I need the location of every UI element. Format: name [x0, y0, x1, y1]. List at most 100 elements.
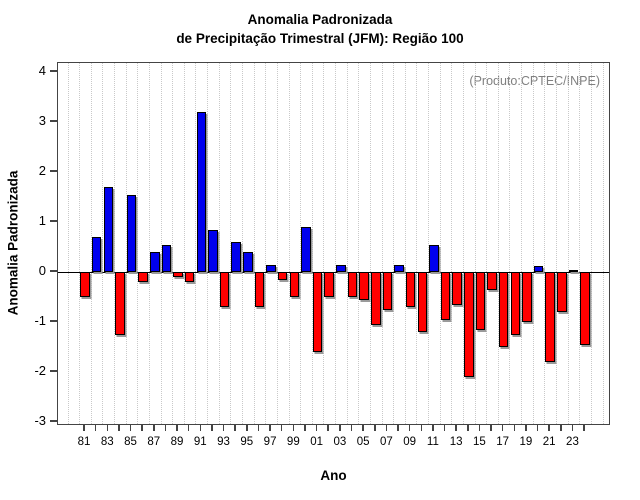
x-tick-label: 17 [496, 436, 510, 448]
x-tick-label: 15 [473, 436, 486, 448]
gridline [358, 63, 360, 424]
bar-2009 [405, 272, 416, 307]
x-tick [327, 425, 329, 431]
x-tick [571, 425, 574, 431]
y-tick [50, 370, 57, 372]
gridline [404, 63, 406, 424]
x-tick [490, 425, 492, 431]
gridline [265, 63, 267, 424]
chart-title-line2: de Precipitação Trimestral (JFM): Região… [176, 31, 464, 46]
gridline [381, 63, 383, 424]
gridline [486, 63, 488, 424]
gridline [183, 63, 185, 424]
x-tick [280, 425, 283, 431]
x-tick [118, 425, 120, 431]
bar-1995 [243, 252, 253, 272]
x-tick-label: 91 [193, 436, 207, 448]
source-annotation: (Produto:CPTEC/INPE) [469, 74, 600, 88]
chart-title: Anomalia Padronizada de Precipitação Tri… [0, 10, 640, 48]
gridline [67, 63, 69, 424]
y-axis-label: Anomalia Padronizada [5, 170, 21, 316]
bar-2017 [498, 272, 509, 347]
bar-1985 [126, 194, 137, 272]
gridline [311, 63, 313, 424]
x-tick [292, 425, 295, 431]
bar-1988 [161, 244, 172, 272]
gridline [288, 63, 290, 424]
bar-2016 [487, 272, 497, 290]
x-tick [478, 425, 481, 431]
x-tick-label: 87 [147, 436, 161, 448]
x-tick-label: 03 [333, 436, 347, 448]
x-tick [211, 425, 213, 431]
x-tick [501, 425, 504, 431]
bar-2005 [359, 272, 369, 300]
y-tick-label: -2 [34, 363, 46, 378]
x-tick-label: 23 [566, 436, 579, 448]
gridline [276, 63, 278, 424]
x-tick [536, 425, 539, 431]
bar-1987 [150, 252, 160, 272]
bar-2003 [336, 264, 346, 272]
bar-1993 [219, 272, 230, 307]
x-tick [583, 425, 585, 431]
bar-2008 [394, 264, 404, 272]
bar-1994 [231, 242, 241, 272]
x-tick-label: 09 [403, 436, 417, 448]
gridline [346, 63, 348, 424]
x-tick-label: 99 [286, 436, 300, 448]
x-tick-label: 21 [542, 436, 556, 448]
x-tick-label: 83 [100, 436, 114, 448]
bar-1981 [80, 272, 90, 297]
gridline [602, 63, 604, 424]
gridline [230, 63, 232, 424]
x-tick-label: 01 [310, 436, 323, 448]
x-tick [187, 425, 190, 431]
x-tick [408, 425, 411, 431]
x-tick [153, 425, 155, 431]
bar-1989 [173, 272, 183, 277]
gridline [393, 63, 395, 424]
x-tick [339, 425, 341, 431]
bar-1998 [277, 272, 288, 280]
x-tick-label: 93 [217, 436, 230, 448]
bar-2013 [452, 272, 462, 305]
gridline [428, 63, 430, 424]
bar-2001 [312, 272, 323, 352]
gridline [474, 63, 476, 424]
gridline [497, 63, 499, 424]
bar-1991 [196, 112, 207, 272]
y-tick-label: -3 [34, 413, 46, 428]
x-tick [467, 425, 469, 431]
bar-2000 [301, 227, 311, 272]
y-tick [50, 220, 57, 222]
chart-title-line1: Anomalia Padronizada [247, 12, 393, 27]
y-tick-label: 2 [38, 163, 46, 178]
gridline [462, 63, 464, 424]
bar-2015 [475, 272, 486, 330]
gridline [218, 63, 220, 424]
x-tick [432, 425, 434, 431]
x-tick [350, 425, 353, 431]
x-tick [455, 425, 457, 431]
gridline [148, 63, 150, 424]
x-tick [420, 425, 423, 431]
x-tick [362, 425, 364, 431]
gridline [567, 63, 569, 424]
y-tick [50, 320, 57, 322]
bar-1997 [266, 264, 276, 272]
x-tick-label: 81 [77, 436, 91, 448]
gridline [125, 63, 127, 424]
bar-1986 [138, 272, 148, 282]
x-tick [257, 425, 260, 431]
bar-1996 [254, 272, 265, 307]
x-tick-label: 89 [170, 436, 184, 448]
x-tick-label: 11 [426, 436, 439, 448]
x-axis-label: Ano [320, 468, 347, 483]
gridline [451, 63, 453, 424]
x-tick [304, 425, 306, 431]
x-tick-label: 19 [519, 436, 533, 448]
x-tick [315, 425, 318, 431]
bar-1999 [289, 272, 300, 297]
gridline [532, 63, 534, 424]
